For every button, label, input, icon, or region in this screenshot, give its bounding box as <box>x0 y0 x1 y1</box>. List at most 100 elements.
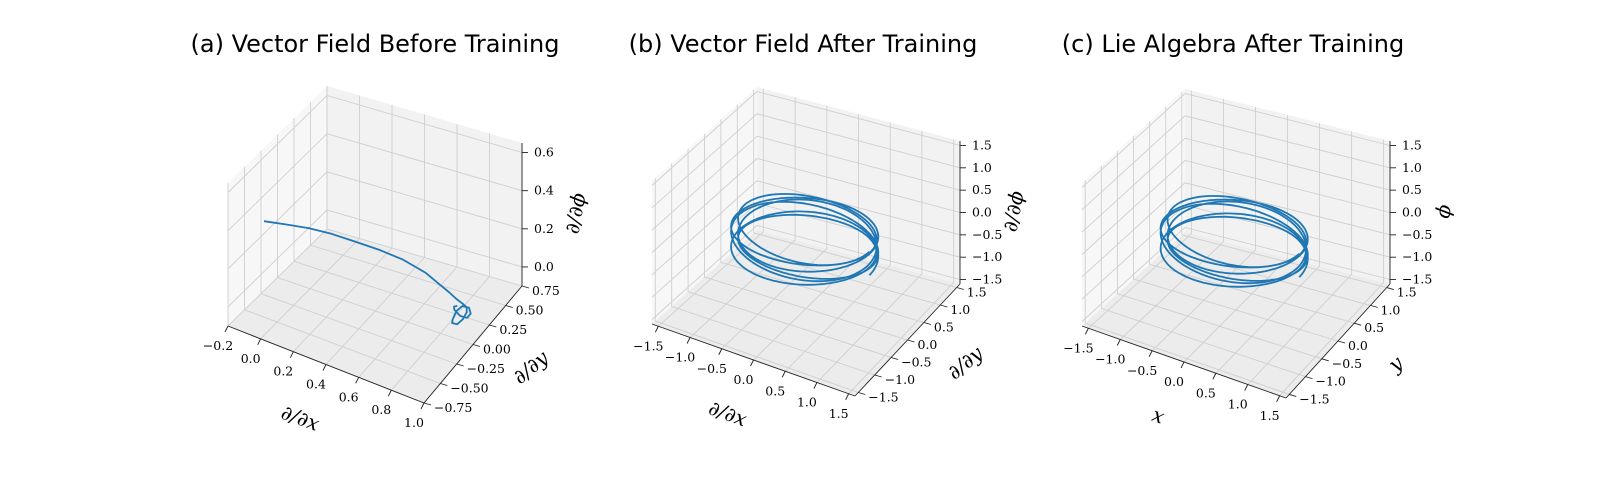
x-tick-mark <box>750 359 754 367</box>
y-tick-mark <box>890 357 899 360</box>
y-tick-label: −1.5 <box>1299 391 1329 406</box>
axes-panes <box>228 86 522 403</box>
x-tick-label: 1.0 <box>1228 397 1248 412</box>
gridline-z <box>651 180 961 276</box>
y-tick-label: 1.5 <box>1397 285 1417 300</box>
y-tick-label: 0.0 <box>1348 338 1368 353</box>
y-tick-mark <box>1354 322 1362 326</box>
y-tick-mark <box>521 285 530 289</box>
x-tick-label: 1.5 <box>829 406 849 421</box>
x-tick-label: −0.5 <box>1127 363 1157 378</box>
y-tick-mark <box>1386 287 1394 290</box>
gridline-z <box>1081 227 1391 322</box>
gridline-x <box>1183 115 1288 363</box>
x-tick-label: −1.0 <box>1095 352 1125 367</box>
y-tick-mark <box>1337 340 1346 344</box>
z-tick-label: 0.0 <box>972 205 992 220</box>
x-tick-mark <box>1116 339 1121 346</box>
y-tick-label: 0.75 <box>532 283 560 298</box>
gridline-x <box>657 88 764 327</box>
x-tick-mark <box>1276 395 1281 402</box>
gridline-x <box>784 122 891 372</box>
z-tick-label: −1.5 <box>1402 272 1432 287</box>
gridline-x <box>1247 131 1353 385</box>
z-tick-label: 1.0 <box>972 160 992 175</box>
x-tick-mark <box>813 382 818 389</box>
y-tick-mark <box>1289 394 1297 397</box>
z-tick-label: 0.4 <box>534 183 554 198</box>
y-tick-label: 0.50 <box>516 303 544 318</box>
gridline-x <box>753 114 859 361</box>
gridline-x <box>1088 90 1192 329</box>
x-tick-label: 0.0 <box>1164 374 1184 389</box>
series-line <box>1159 195 1309 288</box>
gridline-z <box>1081 115 1391 211</box>
z-tick-label: −0.5 <box>1402 227 1432 242</box>
gridline-z <box>227 133 523 232</box>
x-tick-mark <box>1148 350 1153 357</box>
tick-labels: −0.2 0.0 0.2 0.4 0.6 0.8 1.0 −0.75 −0.50 −0.25 0.0… <box>203 145 560 430</box>
y-tick-mark <box>423 402 432 406</box>
y-tick-label: 1.0 <box>950 302 970 317</box>
x-tick-mark <box>322 364 327 371</box>
chart-title: (b) Vector Field After Training <box>629 30 978 58</box>
y-axis-label: ∂/∂y <box>942 341 988 385</box>
y-tick-mark <box>440 383 448 386</box>
z-tick-label: 0.5 <box>1402 182 1422 197</box>
y-tick-mark <box>907 339 915 343</box>
x-tick-mark <box>845 393 850 400</box>
y-tick-mark <box>940 304 948 308</box>
gridline-x <box>1151 106 1256 352</box>
y-axis-label: y <box>1383 350 1408 377</box>
gridline-y <box>753 89 957 288</box>
y-tick-mark <box>874 374 882 378</box>
y-tick-label: −1.0 <box>885 372 915 387</box>
y-tick-mark <box>1370 304 1378 308</box>
gridline-x <box>848 139 955 395</box>
z-tick-label: 0.2 <box>534 221 554 236</box>
gridline-z <box>651 113 961 209</box>
gridline-z <box>1081 182 1391 278</box>
gridline-y <box>1084 180 1290 395</box>
chart-panel-a: (a) Vector Field Before Training −0.2 0.0… <box>191 30 591 436</box>
z-axis-label: ∂/∂ϕ <box>998 189 1029 234</box>
z-tick-label: −1.5 <box>972 272 1002 287</box>
y-tick-label: 1.0 <box>1381 302 1401 317</box>
z-tick-label: 0.5 <box>972 182 992 197</box>
x-tick-label: 0.2 <box>273 364 293 379</box>
x-tick-label: 0.0 <box>734 372 754 387</box>
gridline-z <box>1081 137 1391 233</box>
tick-labels: −1.5−1.0−0.50.00.51.01.5−1.5−1.0−0.50.00… <box>1063 137 1432 422</box>
gridline-y <box>671 163 875 376</box>
x-tick-label: 1.0 <box>797 395 817 410</box>
gridline-x <box>816 130 923 383</box>
z-tick-label: 0.6 <box>534 145 554 160</box>
floor-pane <box>1082 232 1390 398</box>
gridline-x <box>1119 98 1224 340</box>
x-tick-label: 0.8 <box>371 402 391 417</box>
z-tick-label: −1.0 <box>1402 249 1432 264</box>
z-tick-label: 1.5 <box>1402 137 1422 152</box>
y-tick-mark <box>456 363 464 367</box>
gridline-z <box>651 135 961 231</box>
series-line <box>263 220 472 326</box>
z-tick-label: 0.0 <box>534 259 554 274</box>
y-tick-mark <box>1321 358 1329 362</box>
x-tick-mark <box>1084 328 1089 335</box>
x-tick-mark <box>1244 384 1249 391</box>
x-tick-mark <box>257 338 262 346</box>
y-tick-mark <box>858 392 866 395</box>
x-tick-mark <box>420 402 425 410</box>
x-tick-label: 1.0 <box>404 415 424 430</box>
gridline-y <box>1133 136 1339 342</box>
x-tick-label: −0.2 <box>203 338 233 353</box>
floor-pane <box>228 229 522 403</box>
y-tick-label: 0.5 <box>934 320 954 335</box>
gridline-y <box>1181 91 1387 289</box>
chart-panel-c: (c) Lie Algebra After Training −1.5−1.0−… <box>1062 30 1456 429</box>
x-tick-mark <box>224 325 229 333</box>
x-tick-label: −1.5 <box>633 338 663 353</box>
y-tick-label: −1.5 <box>868 390 898 405</box>
y-tick-mark <box>923 322 932 325</box>
x-axis-label: ∂/∂x <box>706 396 751 432</box>
